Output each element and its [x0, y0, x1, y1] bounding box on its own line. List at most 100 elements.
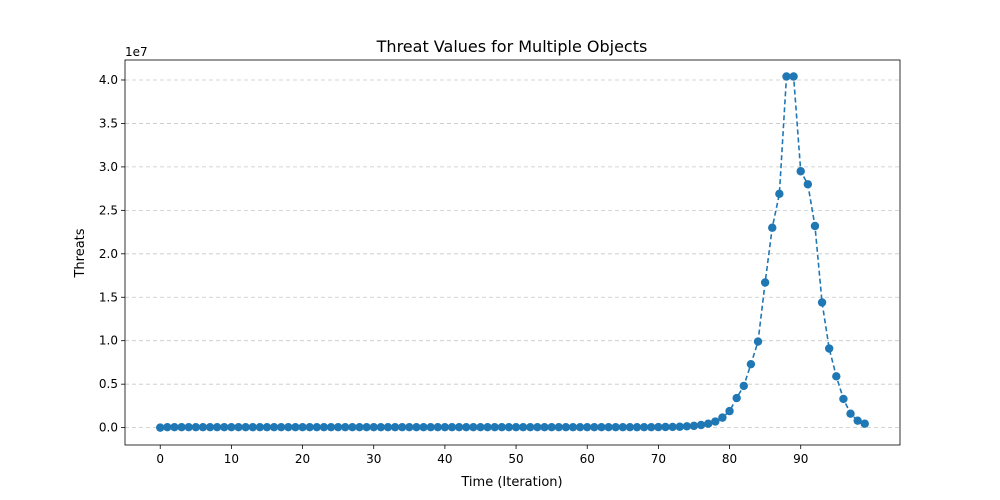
data-point-89 [789, 72, 798, 81]
data-point-49 [504, 422, 514, 432]
data-point-8 [212, 422, 222, 432]
data-point-86 [768, 223, 777, 232]
data-point-60 [583, 422, 592, 432]
x-axis-ticks: 0 10 20 30 40 50 60 70 80 90 [156, 445, 808, 466]
data-point-96 [839, 394, 848, 404]
y-tick-label-4: 2.0 [99, 247, 118, 261]
series-threats [156, 72, 869, 432]
data-point-42 [454, 422, 464, 432]
data-point-32 [383, 422, 393, 432]
data-point-79 [718, 413, 727, 422]
data-point-19 [291, 422, 300, 432]
data-point-25 [333, 422, 343, 432]
data-point-58 [568, 422, 578, 432]
data-point-93 [817, 298, 827, 307]
data-point-78 [711, 417, 720, 426]
data-point-13 [248, 422, 257, 432]
data-point-35 [405, 422, 414, 432]
data-point-36 [412, 422, 421, 432]
data-point-44 [469, 422, 478, 432]
data-point-66 [625, 422, 635, 432]
data-point-81 [732, 393, 741, 403]
data-point-90 [796, 167, 805, 176]
data-point-80 [725, 406, 734, 416]
data-point-71 [661, 422, 670, 432]
data-point-43 [462, 422, 471, 432]
y-tick-label-6: 3.0 [99, 160, 118, 174]
data-point-12 [241, 422, 250, 432]
data-point-39 [433, 422, 442, 432]
data-point-18 [284, 422, 293, 432]
data-point-21 [305, 422, 314, 432]
data-point-7 [205, 422, 215, 432]
data-point-99 [860, 419, 869, 428]
x-tick-label-1: 10 [224, 452, 239, 466]
data-point-34 [397, 422, 407, 432]
x-tick-label-2: 20 [295, 452, 310, 466]
data-point-95 [832, 372, 841, 381]
data-point-45 [476, 422, 485, 432]
data-point-77 [704, 419, 713, 428]
data-point-84 [753, 337, 763, 346]
data-point-70 [654, 422, 663, 432]
data-point-67 [632, 422, 642, 432]
y-tick-label-2: 1.0 [99, 334, 118, 348]
y-tick-label-0: 0.0 [99, 421, 118, 435]
grid-lines [125, 79, 900, 429]
y-tick-label-1: 0.5 [99, 377, 118, 391]
data-point-20 [298, 422, 307, 432]
data-point-1 [163, 422, 172, 432]
x-tick-label-0: 0 [156, 452, 164, 466]
y-axis-offset-label: 1e7 [125, 45, 148, 59]
x-tick-label-6: 60 [580, 452, 595, 466]
data-point-24 [326, 422, 336, 432]
x-tick-label-4: 40 [437, 452, 452, 466]
x-axis-label: Time (Iteration) [460, 475, 562, 490]
y-axis-ticks: 0.0 0.5 1.0 1.5 2.0 2.5 3.0 3.5 4.0 [99, 73, 125, 435]
data-point-91 [803, 180, 813, 189]
data-point-75 [689, 421, 699, 431]
data-point-65 [618, 422, 628, 432]
data-point-56 [554, 422, 563, 432]
data-point-14 [255, 422, 265, 432]
data-point-83 [746, 359, 756, 369]
data-point-2 [170, 422, 179, 432]
data-point-54 [540, 422, 549, 432]
x-tick-label-5: 50 [508, 452, 523, 466]
y-axis-label: Threats [73, 228, 88, 278]
data-point-85 [760, 278, 770, 287]
data-point-55 [547, 422, 556, 432]
data-point-57 [561, 422, 571, 432]
data-point-3 [177, 422, 186, 432]
y-tick-label-7: 3.5 [99, 116, 118, 130]
data-point-38 [426, 422, 435, 432]
series-line-0 [160, 75, 866, 429]
data-point-16 [269, 422, 279, 432]
chart-title: Threat Values for Multiple Objects [376, 37, 648, 56]
data-point-62 [597, 422, 606, 432]
data-point-29 [362, 422, 371, 432]
data-point-40 [440, 422, 450, 432]
data-point-74 [682, 422, 692, 431]
data-point-68 [639, 422, 649, 432]
data-point-6 [198, 422, 208, 432]
data-point-33 [390, 422, 400, 432]
x-tick-label-8: 80 [722, 452, 737, 466]
data-point-69 [647, 422, 656, 432]
data-point-53 [533, 422, 542, 432]
data-point-63 [604, 422, 613, 432]
data-point-41 [447, 422, 457, 432]
data-point-50 [511, 422, 521, 432]
axes [124, 59, 901, 446]
data-point-23 [319, 422, 329, 432]
data-point-72 [668, 422, 677, 432]
data-point-30 [369, 422, 378, 432]
data-point-82 [739, 381, 748, 391]
data-point-31 [376, 422, 386, 432]
data-point-92 [810, 221, 820, 231]
data-point-61 [590, 422, 599, 432]
data-point-48 [497, 422, 507, 432]
data-point-98 [853, 416, 862, 425]
data-point-97 [846, 409, 855, 418]
